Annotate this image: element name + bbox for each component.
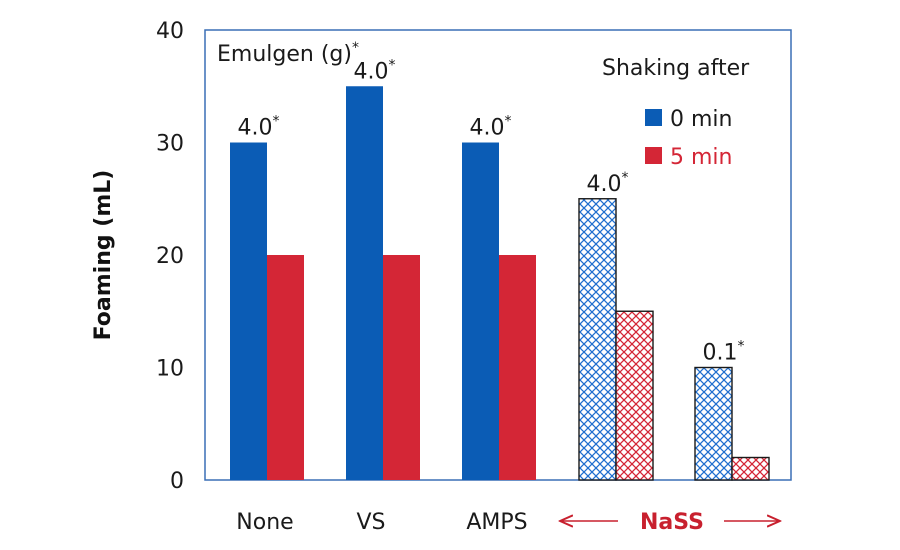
- x-tick-label: VS: [356, 510, 385, 535]
- y-axis-ticks: 0 10 20 30 40: [156, 19, 184, 494]
- bar-0min-4: [694, 366, 733, 481]
- bar-value-label: 4.0*: [470, 114, 512, 141]
- bar-value-star: *: [389, 57, 396, 73]
- legend-label-0min: 0 min: [670, 107, 732, 132]
- bar-value-text: 4.0: [470, 116, 505, 141]
- emulgen-title-star: *: [352, 40, 359, 56]
- y-tick-label: 0: [170, 469, 184, 494]
- bar-value-star: *: [273, 114, 280, 130]
- bar-value-label: 4.0*: [354, 57, 396, 84]
- y-tick-label: 40: [156, 19, 184, 44]
- bar-5min-3: [615, 310, 654, 481]
- legend-swatch-0min: [645, 109, 662, 126]
- bar-value-star: *: [738, 339, 745, 355]
- bar-value-label: 4.0*: [587, 170, 629, 197]
- emulgen-annotation-title: Emulgen (g)*: [217, 40, 359, 67]
- bar-0min-1: [346, 86, 383, 480]
- bar-value-text: 4.0: [354, 59, 389, 84]
- bar-5min-1: [383, 255, 420, 480]
- y-tick-label: 10: [156, 357, 184, 382]
- y-tick-label: 20: [156, 244, 184, 269]
- bar-5min-2: [499, 255, 536, 480]
- y-tick-label: 30: [156, 132, 184, 157]
- bar-value-label: 0.1*: [703, 339, 745, 366]
- nass-group-label: NaSS: [560, 510, 780, 535]
- bar-5min-0: [267, 255, 304, 480]
- bars: [230, 86, 770, 481]
- legend-swatch-5min: [645, 147, 662, 164]
- bar-0min-0: [230, 142, 267, 480]
- x-axis-labels: None VS AMPS: [236, 510, 527, 535]
- bar-value-text: 4.0: [587, 172, 622, 197]
- x-tick-label: None: [236, 510, 293, 535]
- bar-0min-3: [578, 198, 617, 481]
- legend: Shaking after 0 min 5 min: [602, 56, 750, 170]
- bar-value-text: 0.1: [703, 341, 738, 366]
- x-tick-label: AMPS: [466, 510, 527, 535]
- y-axis-label: Foaming (mL): [91, 170, 116, 341]
- bar-0min-2: [462, 142, 499, 480]
- bar-value-text: 4.0: [238, 116, 273, 141]
- bar-value-label: 4.0*: [238, 114, 280, 141]
- emulgen-title-text: Emulgen (g): [217, 42, 352, 67]
- nass-label: NaSS: [640, 510, 704, 535]
- legend-label-5min: 5 min: [670, 145, 732, 170]
- bar-value-star: *: [505, 114, 512, 130]
- bar-value-star: *: [622, 170, 629, 186]
- legend-title: Shaking after: [602, 56, 750, 81]
- bar-5min-4: [731, 456, 770, 481]
- bar-value-labels: 4.0*4.0*4.0*4.0*0.1*: [238, 57, 745, 365]
